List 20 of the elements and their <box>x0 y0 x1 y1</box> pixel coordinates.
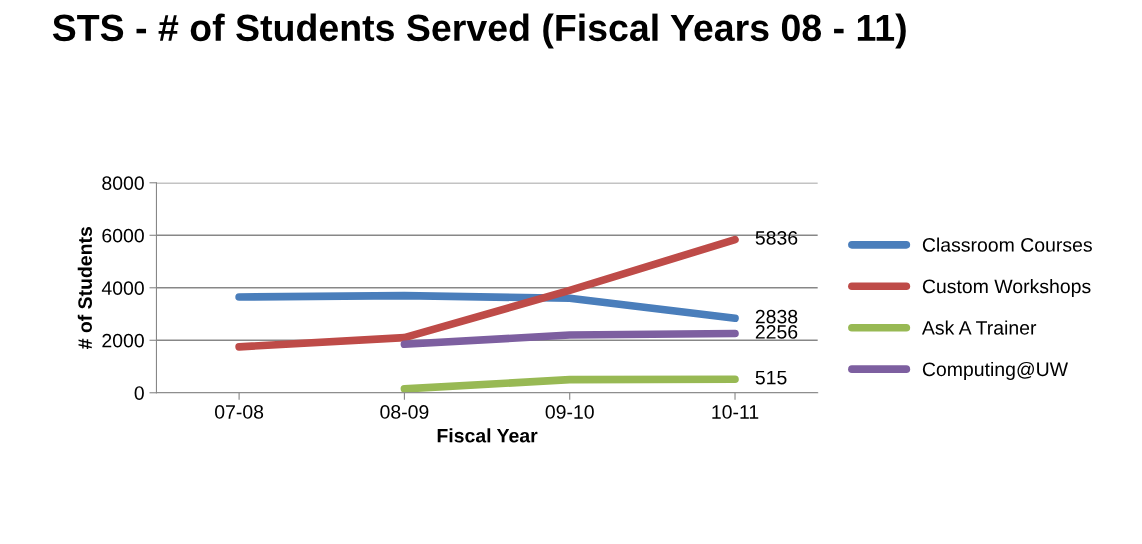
x-tick-label: 09-10 <box>545 405 594 419</box>
x-axis-title: Fiscal Year <box>437 428 538 443</box>
legend-label: Classroom Courses <box>922 237 1092 252</box>
legend-label: Ask A Trainer <box>921 320 1037 335</box>
y-tick-label: 0 <box>134 386 144 401</box>
legend-label: Computing@UW <box>922 361 1068 381</box>
data-label: 2838 <box>755 309 798 324</box>
x-tick-label: 10-11 <box>712 405 759 419</box>
x-tick-label: 07-08 <box>215 405 264 419</box>
chart-title: STS - # of Students Served (Fiscal Years 08 - 11) <box>52 13 906 49</box>
y-tick-label: 6000 <box>102 228 144 243</box>
data-label: 2256 <box>755 325 798 339</box>
y-tick-label: 8000 <box>102 176 144 191</box>
data-label: 515 <box>755 370 787 385</box>
y-tick-label: 2000 <box>102 333 144 348</box>
x-tick-label: 08-09 <box>380 405 429 419</box>
y-axis-title: # of Students <box>77 226 92 350</box>
y-tick-label: 4000 <box>101 281 144 296</box>
legend-label: Custom Workshops <box>922 278 1091 298</box>
data-label: 5836 <box>755 231 798 245</box>
